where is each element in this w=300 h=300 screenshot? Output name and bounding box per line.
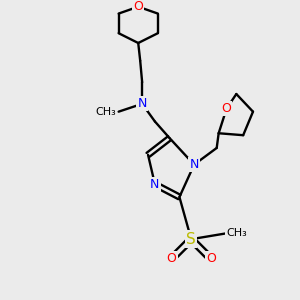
Text: O: O [133, 0, 143, 13]
Text: CH₃: CH₃ [95, 107, 116, 117]
Text: CH₃: CH₃ [226, 228, 247, 238]
Text: O: O [222, 102, 231, 115]
Text: N: N [137, 97, 147, 110]
Text: O: O [167, 252, 176, 265]
Text: N: N [150, 178, 160, 191]
Text: S: S [186, 232, 196, 247]
Text: N: N [190, 158, 199, 171]
Text: O: O [206, 252, 216, 265]
